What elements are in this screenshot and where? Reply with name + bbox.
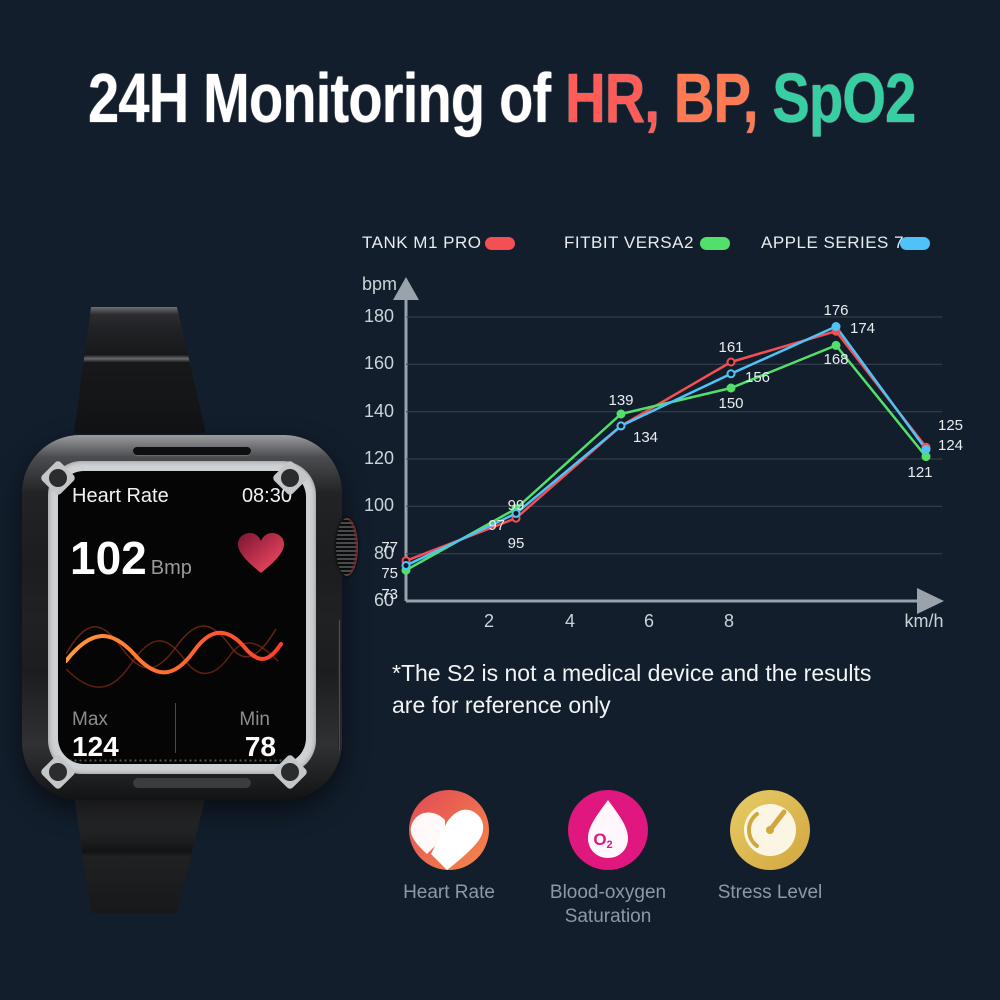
svg-text:Stress Level: Stress Level [718,882,823,903]
svg-text:Heart Rate: Heart Rate [403,882,495,903]
svg-text:Blood-oxygen: Blood-oxygen [550,882,666,903]
svg-text:Saturation: Saturation [565,906,652,927]
